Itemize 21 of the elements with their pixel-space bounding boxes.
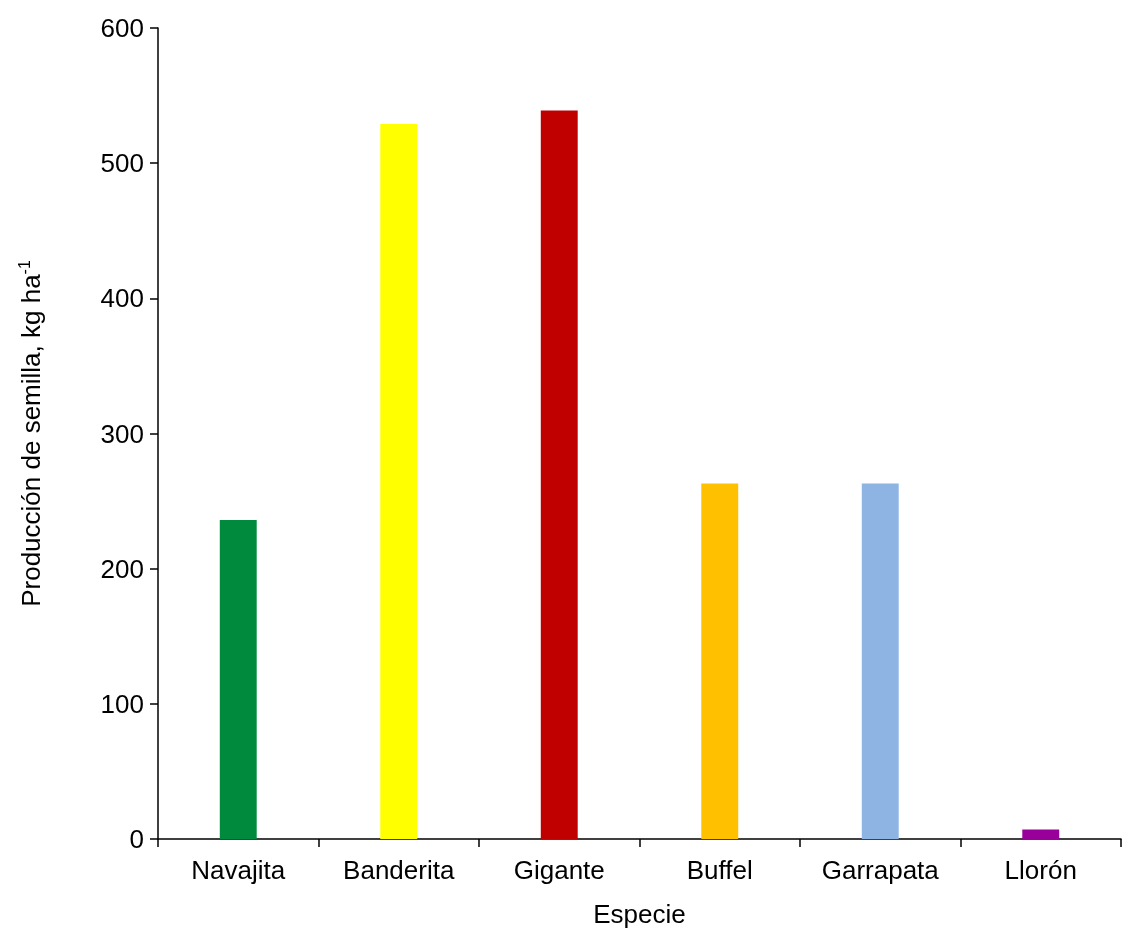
y-tick-label: 200 xyxy=(100,553,144,584)
y-tick-label: 0 xyxy=(129,824,144,854)
x-tick-label: Gigante xyxy=(513,855,605,885)
x-tick-label: Garrapata xyxy=(821,855,940,885)
bar xyxy=(380,123,418,839)
x-tick-label: Navajita xyxy=(191,855,286,885)
bar xyxy=(540,110,578,839)
bar xyxy=(701,483,739,839)
x-tick-label: Buffel xyxy=(686,855,753,885)
y-tick-label: 400 xyxy=(100,283,144,314)
y-tick-label: 100 xyxy=(100,688,144,719)
bar xyxy=(219,520,257,839)
x-tick-label: Banderita xyxy=(343,855,455,885)
y-axis-title: Producción de semilla, kg ha-1 xyxy=(15,260,46,607)
y-tick-label: 600 xyxy=(100,13,144,43)
x-tick-label: Llorón xyxy=(1004,855,1077,885)
bar xyxy=(861,483,899,839)
y-tick-label: 300 xyxy=(100,418,144,449)
y-tick-label: 500 xyxy=(100,148,144,179)
x-axis-title: Especie xyxy=(593,899,686,929)
bar xyxy=(1022,829,1060,839)
